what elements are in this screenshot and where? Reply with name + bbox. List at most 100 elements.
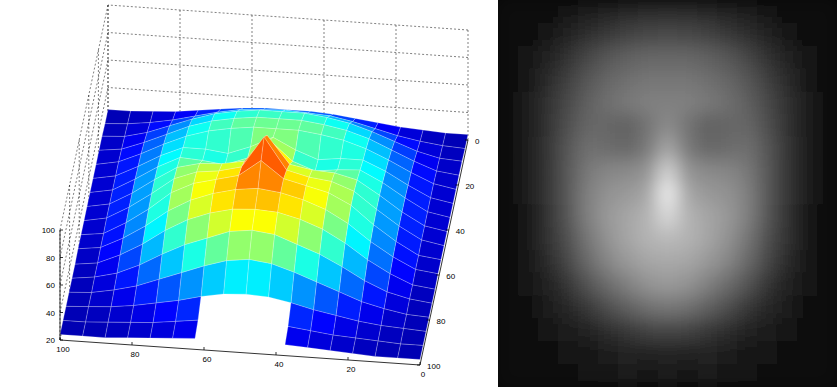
- surface-cell: [86, 307, 112, 323]
- image-cell: [717, 114, 737, 137]
- image-cell: [558, 68, 578, 91]
- image-cell: [598, 114, 618, 137]
- image-cell: [717, 273, 737, 296]
- image-cell: [717, 228, 737, 251]
- image-cell: [618, 91, 638, 114]
- surface-cell: [353, 338, 379, 356]
- image-cell: [578, 91, 598, 114]
- image-cell: [618, 114, 638, 137]
- image-cell: [598, 296, 618, 319]
- surface-cell: [285, 326, 311, 347]
- y-tick: [465, 140, 468, 141]
- surface-cell: [156, 273, 182, 303]
- image-cell: [797, 137, 817, 160]
- image-cell: [817, 182, 837, 205]
- image-cell: [558, 273, 578, 296]
- image-cell: [618, 228, 638, 251]
- image-cell: [578, 114, 598, 137]
- image-cell: [737, 364, 757, 387]
- image-cell: [817, 0, 837, 23]
- surface-cell: [249, 230, 275, 264]
- surface-cell: [105, 110, 131, 124]
- y-tick: [436, 275, 439, 276]
- image-cell: [658, 0, 678, 23]
- image-cell: [518, 205, 538, 228]
- image-cell: [658, 364, 678, 387]
- image-cell: [498, 114, 518, 137]
- image-cell: [797, 0, 817, 23]
- surface-cell: [401, 328, 427, 345]
- image-cell: [498, 228, 518, 251]
- image-cell: [737, 68, 757, 91]
- image-cell: [638, 23, 658, 46]
- image-cell: [638, 137, 658, 160]
- surface-cell: [224, 259, 250, 294]
- image-cell: [717, 296, 737, 319]
- image-cell: [697, 0, 717, 23]
- z-tick-label: 80: [46, 254, 55, 263]
- image-cell: [797, 205, 817, 228]
- x-tick: [348, 357, 349, 360]
- image-cell: [797, 228, 817, 251]
- image-cell: [618, 68, 638, 91]
- surface-cell: [315, 159, 341, 172]
- image-cell: [717, 182, 737, 205]
- image-cell: [757, 114, 777, 137]
- image-cell: [558, 341, 578, 364]
- surface-cell: [131, 303, 157, 323]
- image-cell: [717, 23, 737, 46]
- image-cell: [518, 68, 538, 91]
- surface: [60, 108, 468, 360]
- y-axis-line: [420, 140, 468, 365]
- image-cell: [538, 114, 558, 137]
- image-cell: [658, 182, 678, 205]
- surface-cell: [72, 263, 98, 278]
- image-cell: [677, 364, 697, 387]
- x-tick-label: 40: [275, 360, 284, 369]
- image-cell: [538, 228, 558, 251]
- surface-cell: [407, 299, 433, 317]
- image-cell: [757, 182, 777, 205]
- image-cell: [498, 319, 518, 342]
- image-cell: [717, 91, 737, 114]
- image-cell: [757, 0, 777, 23]
- image-cell: [677, 296, 697, 319]
- image-cell: [677, 23, 697, 46]
- image-cell: [797, 250, 817, 273]
- image-cell: [677, 228, 697, 251]
- image-cell: [598, 205, 618, 228]
- image-cell: [717, 68, 737, 91]
- y-tick-label: 40: [456, 227, 465, 236]
- image-cell: [638, 364, 658, 387]
- image-cell: [498, 0, 518, 23]
- image-cell: [777, 273, 797, 296]
- image-cell: [538, 250, 558, 273]
- image-cell: [618, 296, 638, 319]
- image-background: [498, 0, 837, 387]
- image-cell: [717, 0, 737, 23]
- image-cell: [757, 205, 777, 228]
- image-cell: [777, 91, 797, 114]
- image-cell: [658, 205, 678, 228]
- x-tick-label: 80: [131, 350, 140, 359]
- image-cell: [717, 46, 737, 69]
- surface-cell: [63, 306, 89, 322]
- image-cell: [777, 159, 797, 182]
- image-cell: [598, 364, 618, 387]
- image-cell: [558, 205, 578, 228]
- image-cell: [638, 250, 658, 273]
- z-tick: [60, 257, 63, 258]
- grid-line: [108, 33, 468, 58]
- x-tick-label: 60: [203, 355, 212, 364]
- image-cell: [578, 0, 598, 23]
- image-cell: [638, 273, 658, 296]
- surface-cell: [269, 264, 295, 303]
- image-cell: [658, 296, 678, 319]
- image-cell: [598, 159, 618, 182]
- image-cell: [717, 341, 737, 364]
- image-cell: [757, 341, 777, 364]
- image-cell: [518, 364, 538, 387]
- image-cell: [498, 46, 518, 69]
- image-cell: [658, 250, 678, 273]
- image-cell: [797, 46, 817, 69]
